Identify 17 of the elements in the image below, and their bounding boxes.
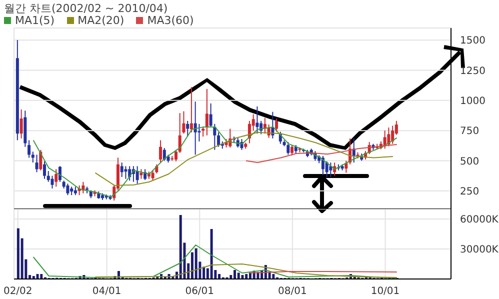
- y-tick-label: 1500: [460, 36, 486, 47]
- y-tick-label: 500: [460, 156, 480, 168]
- legend-label: MA2(20): [78, 14, 124, 27]
- legend-label: MA3(60): [147, 14, 194, 27]
- y-tick-label: 750: [460, 126, 480, 138]
- x-tick-label: 04/01: [92, 286, 122, 298]
- x-tick-label: 08/01: [278, 286, 307, 298]
- y-tick-label: 60000K: [460, 214, 499, 226]
- y-tick-label: 250: [460, 186, 480, 198]
- y-tick-label: 1250: [460, 66, 486, 77]
- x-tick-label: 02/02: [3, 286, 32, 298]
- legend-label: MA1(5): [15, 14, 55, 27]
- y-tick-label: 30000K: [460, 244, 499, 256]
- x-tick-label: 06/01: [185, 286, 214, 298]
- y-tick-label: 1000: [460, 96, 486, 107]
- chart-title: 월간 차트(2002/02 ~ 2010/04): [4, 1, 168, 16]
- x-tick-label: 10/01: [370, 286, 400, 298]
